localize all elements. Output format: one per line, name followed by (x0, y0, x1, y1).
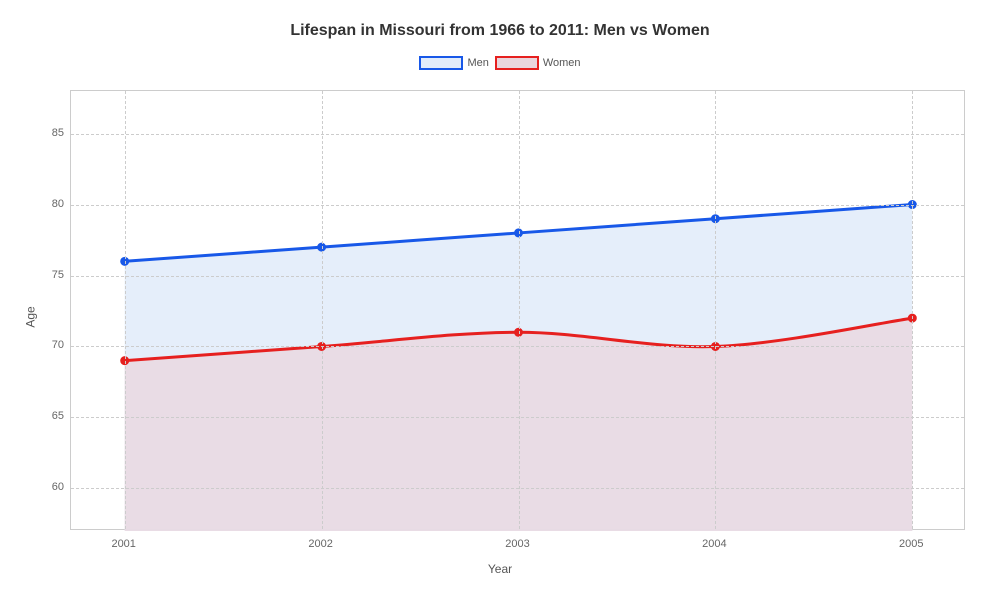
y-tick-label: 65 (40, 410, 64, 422)
legend-label-women: Women (543, 57, 581, 69)
legend-label-men: Men (467, 57, 488, 69)
legend-item-men: Men (419, 56, 488, 70)
legend-swatch-men (419, 56, 463, 70)
grid-line-v (912, 91, 913, 529)
y-tick-label: 60 (40, 481, 64, 493)
grid-line-h (71, 417, 964, 418)
y-tick-label: 80 (40, 198, 64, 210)
x-tick-label: 2001 (111, 538, 135, 550)
x-tick-label: 2003 (505, 538, 529, 550)
legend-item-women: Women (495, 56, 581, 70)
legend-swatch-women (495, 56, 539, 70)
y-axis-label: Age (24, 306, 38, 327)
grid-line-v (519, 91, 520, 529)
y-tick-label: 70 (40, 339, 64, 351)
chart-container: Lifespan in Missouri from 1966 to 2011: … (0, 0, 1000, 600)
grid-line-h (71, 276, 964, 277)
grid-line-v (715, 91, 716, 529)
x-axis-label: Year (0, 562, 1000, 576)
grid-line-h (71, 488, 964, 489)
grid-line-h (71, 346, 964, 347)
y-tick-label: 85 (40, 127, 64, 139)
x-tick-label: 2002 (308, 538, 332, 550)
chart-title: Lifespan in Missouri from 1966 to 2011: … (0, 22, 1000, 40)
x-tick-label: 2004 (702, 538, 726, 550)
grid-line-h (71, 205, 964, 206)
legend: Men Women (0, 56, 1000, 70)
plot-area (70, 90, 965, 530)
grid-line-h (71, 134, 964, 135)
x-tick-label: 2005 (899, 538, 923, 550)
grid-line-v (125, 91, 126, 529)
grid-line-v (322, 91, 323, 529)
y-tick-label: 75 (40, 269, 64, 281)
